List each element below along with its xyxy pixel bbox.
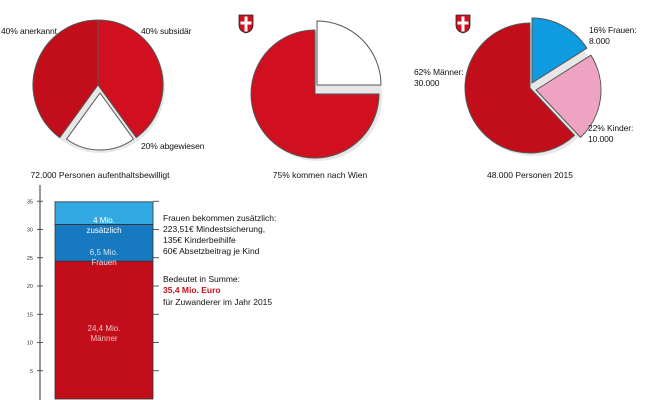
pie3-label-kinder-1: 22% Kinder: <box>588 123 634 133</box>
note-line-1: Frauen bekommen zusätzlich: <box>163 213 277 223</box>
note-line-2: 223,51€ Mindestsicherung, <box>163 224 266 234</box>
pie3-slice-kinder <box>535 54 602 138</box>
bar-y-tick-label: 5 <box>30 369 33 375</box>
bar-seg-maenner <box>54 260 154 400</box>
pie3-label-kinder-2: 10.000 <box>588 134 614 144</box>
pie3-label-frauen-2: 8.000 <box>589 36 610 46</box>
bar-seg-zusaetzlich-label-2: zusätzlich <box>86 226 122 235</box>
bar-seg-zusaetzlich-label-1: 4 Mio. <box>93 216 115 225</box>
pie3-label-frauen-1: 16% Frauen: <box>589 25 637 35</box>
pie-chart-wien <box>250 20 382 161</box>
pie2-slice-wien <box>250 29 380 159</box>
pie3-label-maenner-1: 62% Männer: <box>414 67 464 77</box>
stacked-bar-chart: 5 10 15 20 25 30 35 <box>27 185 159 400</box>
bar-y-tick-label: 30 <box>27 228 33 234</box>
vienna-crest-icon <box>238 14 254 34</box>
note-line-3: 135€ Kinderbeihilfe <box>163 235 236 245</box>
bar-seg-frauen-label-1: 6,5 Mio. <box>89 248 119 257</box>
bar-y-tick-label: 20 <box>27 284 33 290</box>
pie-chart-status <box>32 19 165 153</box>
pie3-slice-frauen <box>531 17 588 84</box>
note-line-5: Bedeutet in Summe: <box>163 274 241 284</box>
bar-seg-frauen-label-2: Frauen <box>91 258 117 267</box>
pie1-label-anerkannt: 40% anerkannt <box>1 26 57 36</box>
pie1-label-subsidaer: 40% subsidär <box>141 26 192 36</box>
pie3-label-maenner-2: 30.000 <box>414 78 440 88</box>
pie1-caption: 72.000 Personen aufenthaltsbewilligt <box>30 170 170 180</box>
vienna-crest-icon <box>455 14 471 34</box>
pie2-slice-other <box>316 20 382 86</box>
bar-y-tick-label: 25 <box>27 256 33 262</box>
pie3-slice-maenner <box>464 22 575 154</box>
bar-seg-maenner-label-2: Männer <box>90 334 118 343</box>
note-line-4: 60€ Absetzbeitrag je Kind <box>163 246 260 256</box>
pie3-caption: 48.000 Personen 2015 <box>486 170 574 180</box>
pie1-slice-abgewiesen <box>65 92 135 151</box>
pie1-slice-anerkannt <box>32 19 99 139</box>
bar-seg-frauen <box>54 224 154 262</box>
pie1-slice-subsidaer <box>97 19 164 139</box>
note-line-7: für Zuwanderer im Jahr 2015 <box>163 297 273 307</box>
pie1-label-abgewiesen: 20% abgewiesen <box>141 141 205 151</box>
bar-y-tick-label: 15 <box>27 312 33 318</box>
sum-highlight: 35,4 Mio. Euro <box>163 285 221 295</box>
bar-seg-zusaetzlich <box>54 201 154 225</box>
bar-y-tick-label: 10 <box>27 341 33 347</box>
note-line-6: 35,4 Mio. Euro <box>163 285 221 296</box>
bar-seg-maenner-label-1: 24,4 Mio. <box>87 324 121 333</box>
pie2-caption: 75% kommen nach Wien <box>272 170 368 180</box>
bar-y-tick-label: 35 <box>27 199 33 205</box>
pie-chart-gender <box>464 17 602 156</box>
